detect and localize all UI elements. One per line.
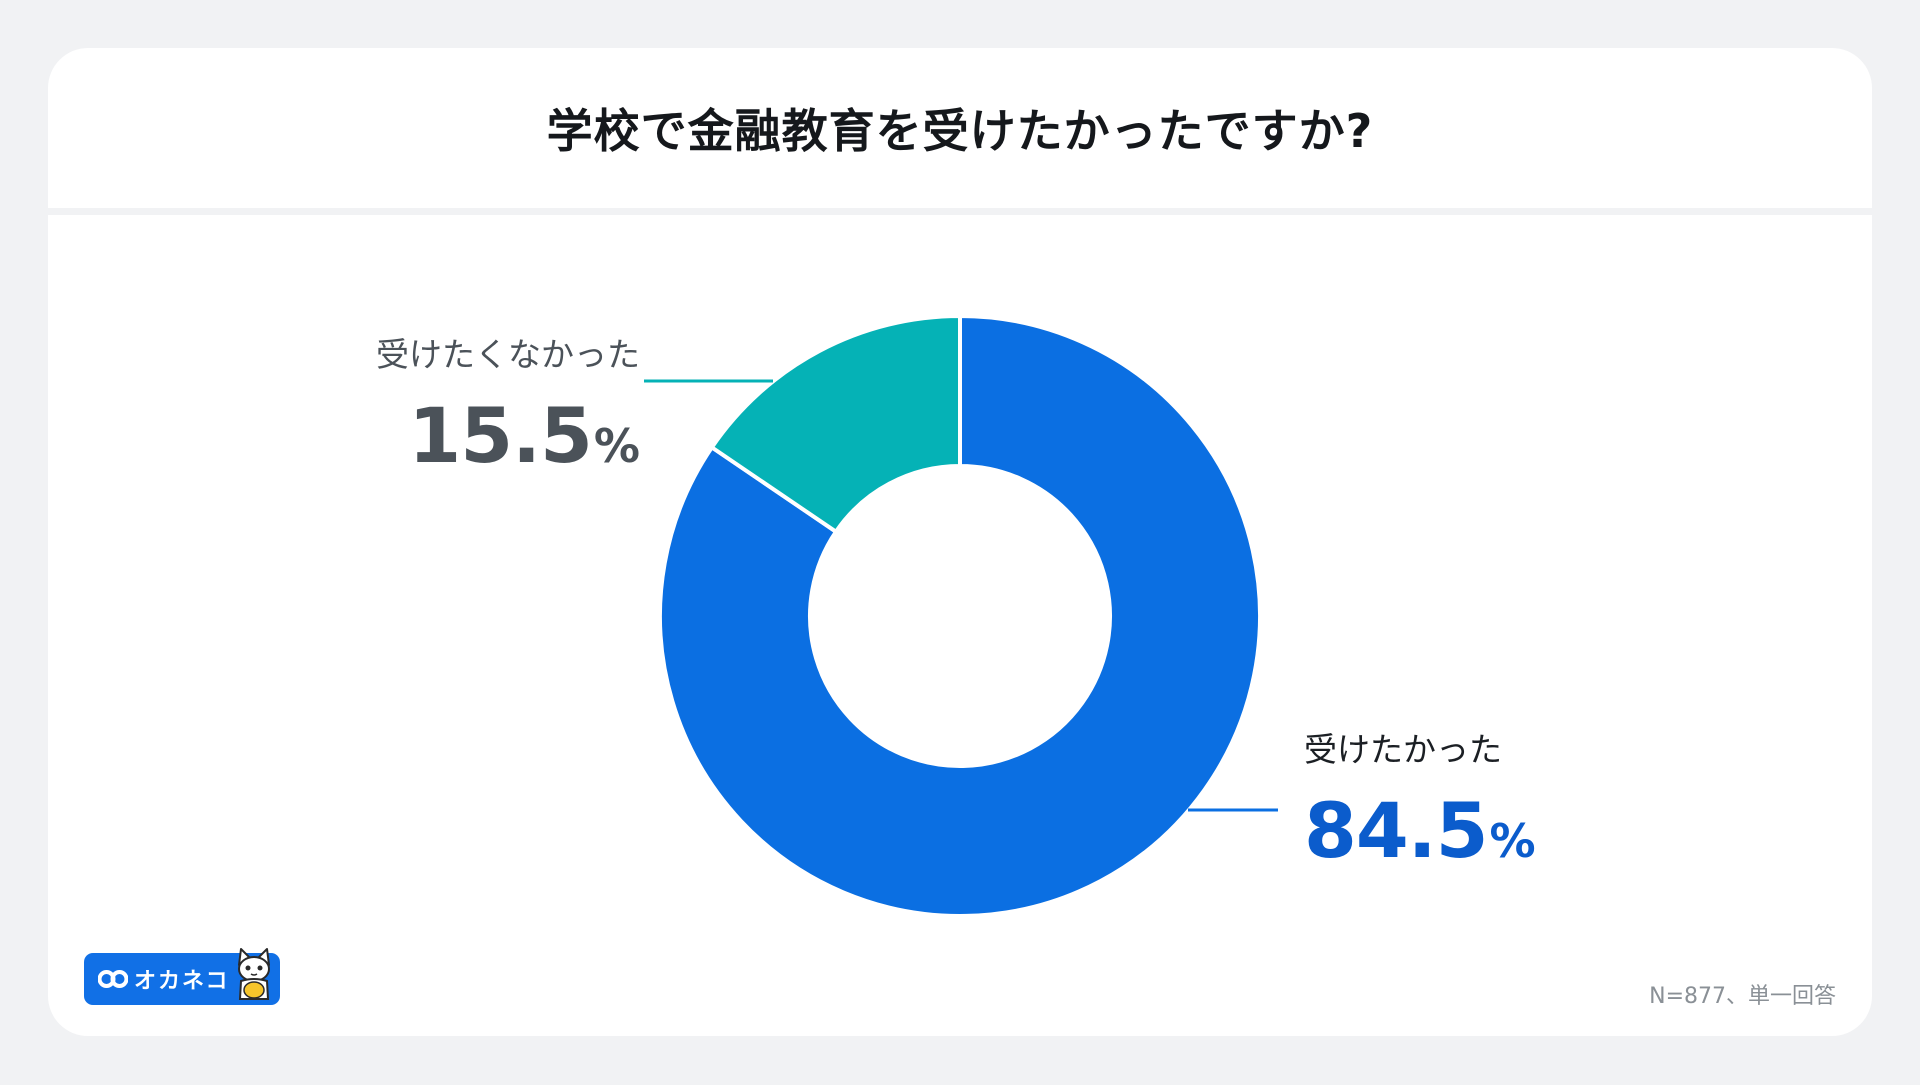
sample-size-note: N=877、単一回答 <box>1649 984 1836 1009</box>
chart-header: 学校で金融教育を受けたかったですか? <box>48 48 1872 208</box>
label-want: 受けたかった 84.5% <box>1304 723 1536 869</box>
slice-value-number-did-not-want: 15.5 <box>408 391 593 480</box>
label-did-not-want: 受けたくなかった 15.5% <box>376 328 640 474</box>
okaneko-logo: オカネコ <box>84 948 280 1005</box>
slice-value-did-not-want: 15.5% <box>376 398 640 474</box>
chart-title: 学校で金融教育を受けたかったですか? <box>546 104 1374 158</box>
logo-text: オカネコ <box>134 969 230 994</box>
slice-value-unit-want: % <box>1489 814 1536 868</box>
slice-value-number-want: 84.5 <box>1304 786 1489 875</box>
header-divider <box>48 208 1872 215</box>
slice-value-want: 84.5% <box>1304 793 1536 869</box>
slice-label-did-not-want: 受けたくなかった <box>376 335 640 374</box>
slice-value-unit-did-not-want: % <box>593 419 640 473</box>
logo-mark-icon <box>98 970 128 988</box>
slice-label-want: 受けたかった <box>1304 730 1502 769</box>
donut-chart <box>644 313 1278 918</box>
cat-mascot-icon <box>238 948 270 1000</box>
donut-slice-want <box>658 313 1262 918</box>
donut-slice-did-not-want <box>709 313 962 535</box>
chart-card: 学校で金融教育を受けたかったですか? 受けたくなかった 15.5% 受けたかった… <box>48 48 1872 1036</box>
